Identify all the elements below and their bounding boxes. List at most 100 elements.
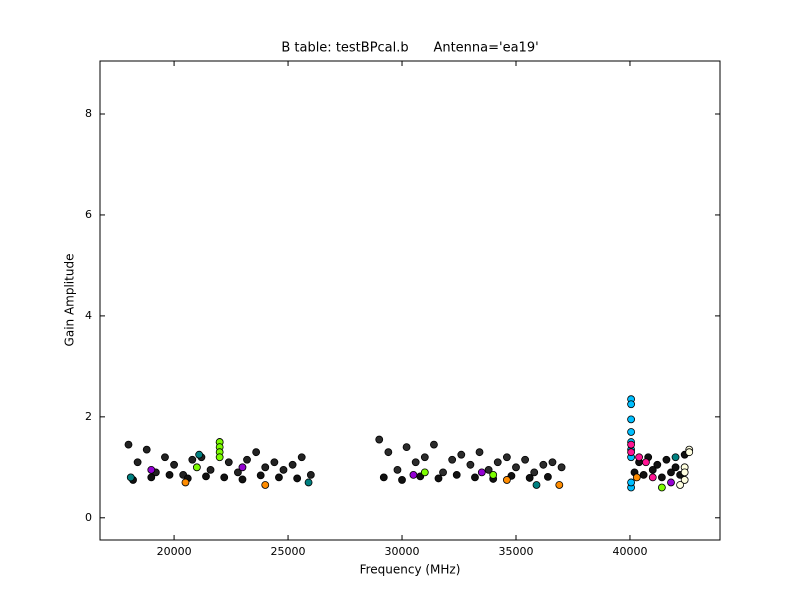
point [147,473,156,482]
point [252,448,261,457]
point [642,458,650,467]
point [124,440,133,449]
point [471,473,479,482]
point [133,458,142,467]
point [657,483,666,492]
point [275,473,283,482]
point [457,450,466,459]
point [648,465,657,474]
point [502,453,511,462]
point [188,455,197,464]
point [639,470,648,479]
point [667,468,675,477]
point [627,440,636,449]
point [671,453,680,462]
point [548,458,557,467]
point [288,460,297,469]
x-tick-label: 25000 [271,545,306,558]
point [293,474,302,483]
y-tick-label: 6 [85,208,92,221]
y-axis-label: Gain Amplitude [63,254,77,347]
point [662,455,671,464]
point [304,478,313,487]
point [434,474,443,483]
point [409,470,418,479]
y-tick-label: 8 [85,107,92,120]
point [297,453,306,462]
point [680,468,689,477]
point [484,465,493,474]
point [192,463,201,472]
point [521,455,530,464]
point [202,472,210,481]
point [261,481,270,489]
x-tick-label: 20000 [157,545,192,558]
point [657,473,666,482]
point [680,476,689,484]
point [279,465,288,474]
point [653,460,662,469]
point [195,450,204,459]
point [627,415,636,424]
point [430,440,438,449]
point [544,473,552,481]
point [126,473,135,482]
point [475,448,484,457]
point [411,458,420,467]
point [555,481,564,489]
point [220,473,229,482]
point [161,453,169,462]
y-tick-label: 4 [85,309,92,322]
x-tick-label: 30000 [385,545,420,558]
point [635,453,643,462]
point [557,463,566,472]
point [379,473,388,482]
point [261,463,270,472]
point [224,458,233,467]
plot-frame [99,60,721,541]
point [627,400,636,409]
point [525,474,534,482]
point [170,460,178,469]
x-axis-label: Frequency (MHz) [360,563,461,577]
point [147,465,156,474]
plot-area [124,395,694,492]
point [489,470,498,479]
point [632,473,641,482]
point [420,468,429,477]
point [384,448,393,457]
point [493,458,502,467]
point [181,478,190,487]
point [627,478,636,487]
point [685,448,694,457]
point [393,465,402,474]
point [165,470,174,479]
point [238,475,247,484]
point [648,473,657,482]
point [502,476,511,484]
point [676,481,685,489]
point [439,468,447,477]
point [512,463,520,472]
point [402,443,411,452]
point [238,463,247,472]
x-tick-label: 40000 [612,545,647,558]
x-tick-label: 35000 [498,545,533,558]
point [539,460,548,469]
point [466,460,475,469]
point [215,453,224,462]
point [234,468,242,477]
chart-title: B table: testBPcal.b Antenna='ea19' [281,41,538,56]
point [667,478,675,487]
point [420,453,429,462]
y-tick-label: 2 [85,410,92,423]
point [398,476,406,484]
y-tick-label: 0 [85,511,92,524]
point [306,470,315,479]
point [452,470,461,479]
point [270,458,279,467]
point [530,468,539,477]
point [532,481,541,489]
